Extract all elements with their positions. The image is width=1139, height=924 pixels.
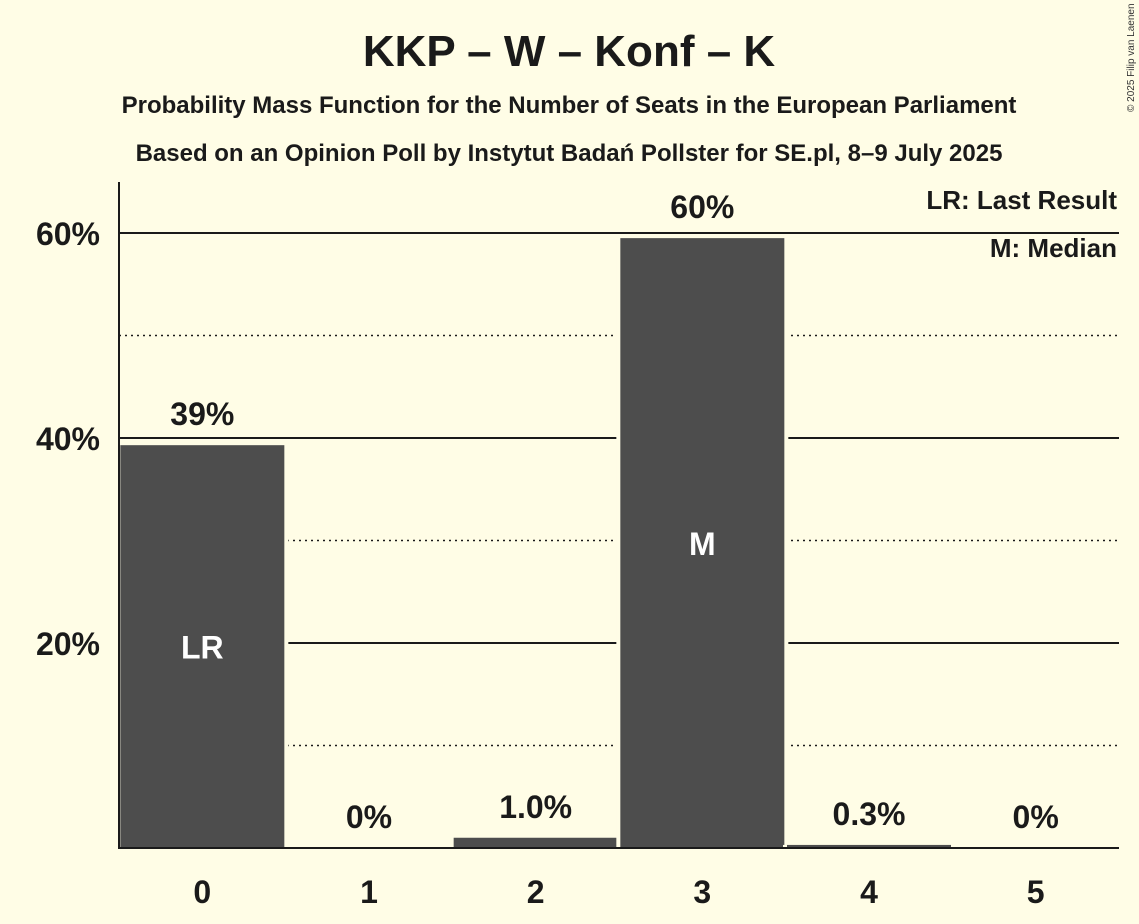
legend-last-result: LR: Last Result: [926, 185, 1117, 215]
chart-title: KKP – W – Konf – K: [363, 27, 776, 76]
x-tick-label: 0: [193, 874, 211, 910]
x-tick-label: 4: [860, 874, 878, 910]
y-tick-label: 20%: [36, 626, 100, 662]
copyright-notice: © 2025 Filip van Laenen: [1126, 3, 1137, 112]
data-label: 60%: [670, 189, 734, 225]
y-tick-label: 60%: [36, 216, 100, 252]
data-label: 0%: [346, 799, 392, 835]
x-tick-label: 1: [360, 874, 378, 910]
x-tick-label: 3: [693, 874, 711, 910]
data-label: 1.0%: [499, 789, 572, 825]
chart-subtitle-2: Based on an Opinion Poll by Instytut Bad…: [136, 140, 1003, 167]
x-tick-label: 2: [527, 874, 545, 910]
x-tick-label: 5: [1027, 874, 1045, 910]
chart-subtitle-1: Probability Mass Function for the Number…: [122, 92, 1017, 119]
y-tick-label: 40%: [36, 421, 100, 457]
data-label: 39%: [170, 396, 234, 432]
bar-marker-lr: LR: [181, 630, 224, 666]
bar-2: [453, 837, 618, 848]
bar-0: [120, 445, 285, 848]
bar-marker-m: M: [689, 526, 716, 562]
data-label: 0%: [1013, 799, 1059, 835]
bars: [116, 238, 955, 848]
data-label: 0.3%: [833, 796, 906, 832]
legend-median: M: Median: [990, 233, 1117, 263]
bar-3: [620, 238, 785, 848]
bar-4: [787, 844, 951, 848]
